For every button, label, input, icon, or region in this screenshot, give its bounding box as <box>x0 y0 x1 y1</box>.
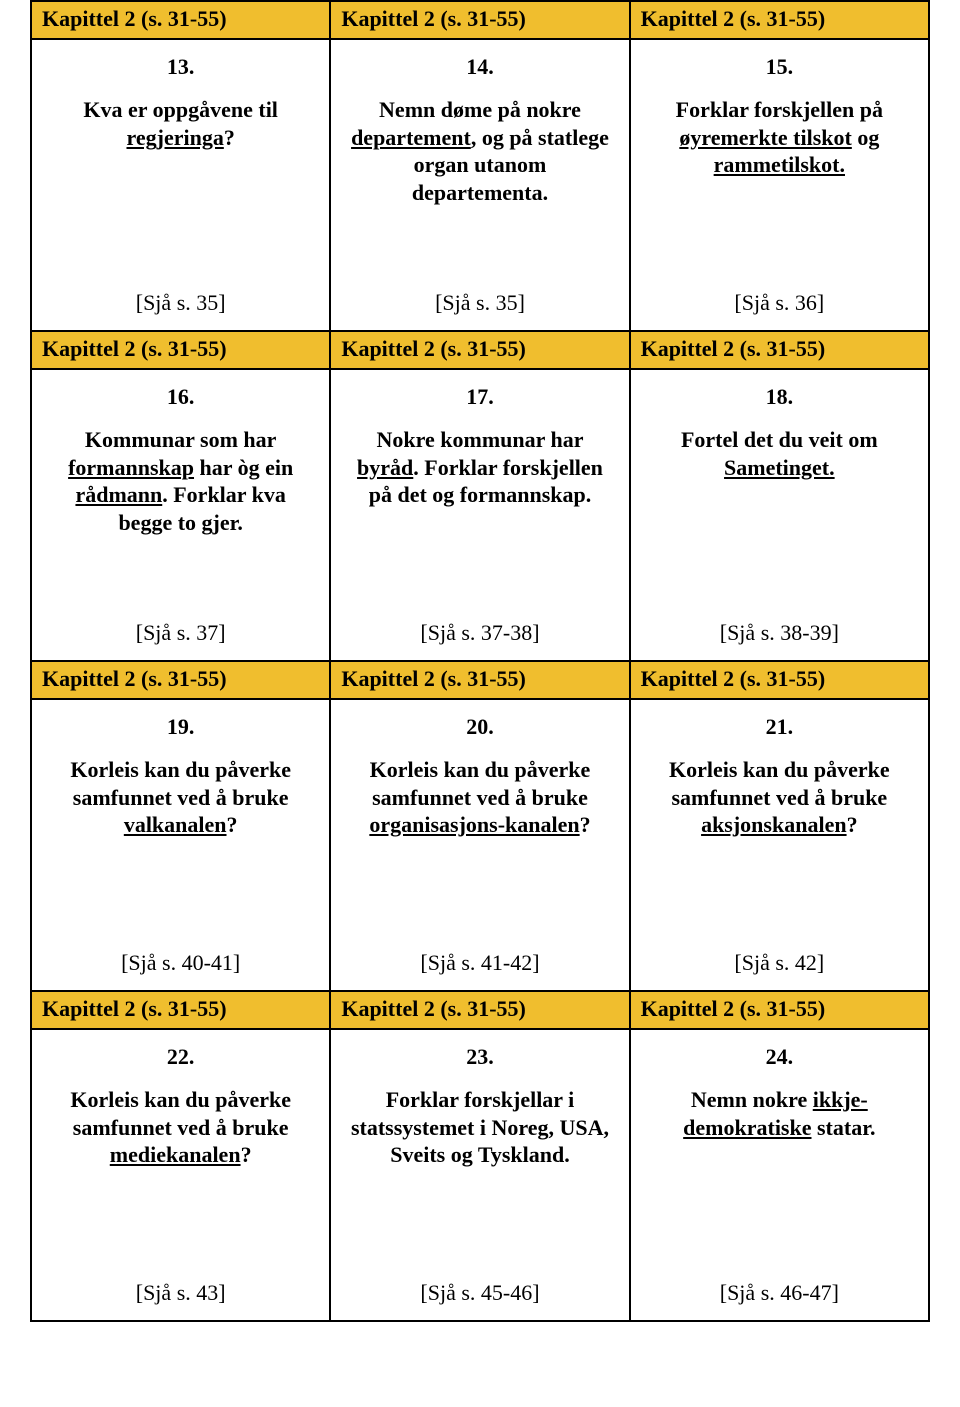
question-segment: formannskap <box>68 455 194 480</box>
chapter-header: Kapittel 2 (s. 31-55) <box>331 662 628 698</box>
question-segment: har òg ein <box>194 455 293 480</box>
card-body: 24. Nemn nokre ikkje-demokratiske statar.… <box>631 1030 928 1320</box>
question-segment: Korleis kan du påverke samfunnet ved å b… <box>70 1087 291 1140</box>
question-segment: Kva er oppgåvene til <box>83 97 278 122</box>
page: Kapittel 2 (s. 31-55)Kapittel 2 (s. 31-5… <box>0 0 960 1322</box>
question-segment: ? <box>241 1142 252 1167</box>
card-grid: Kapittel 2 (s. 31-55)Kapittel 2 (s. 31-5… <box>30 0 930 1322</box>
card-number: 20. <box>349 714 610 740</box>
chapter-header: Kapittel 2 (s. 31-55) <box>32 2 329 38</box>
card-reference: [Sjå s. 41-42] <box>331 950 628 976</box>
question-segment: Nokre kommunar har <box>377 427 584 452</box>
card-body: 23. Forklar forskjellar i statssystemet i… <box>331 1030 628 1320</box>
question-segment: Korleis kan du påverke samfunnet ved å b… <box>669 757 890 810</box>
card-question: Kommunar som har formannskap har òg ein … <box>50 426 311 536</box>
question-segment: Sametinget. <box>724 455 835 480</box>
question-segment: og <box>852 125 880 150</box>
card-body: 15. Forklar forskjellen på øyremerkte til… <box>631 40 928 330</box>
card-question: Nemn nokre ikkje-demokratiske statar. <box>649 1086 910 1141</box>
chapter-header: Kapittel 2 (s. 31-55) <box>32 662 329 698</box>
question-segment: øyremerkte tilskot <box>679 125 852 150</box>
card-question: Forklar forskjellen på øyremerkte tilsko… <box>649 96 910 179</box>
card-number: 17. <box>349 384 610 410</box>
chapter-header: Kapittel 2 (s. 31-55) <box>331 332 628 368</box>
question-segment: mediekanalen <box>110 1142 241 1167</box>
card-number: 22. <box>50 1044 311 1070</box>
question-segment: Fortel det du veit om <box>681 427 878 452</box>
card-reference: [Sjå s. 35] <box>32 290 329 316</box>
card-number: 16. <box>50 384 311 410</box>
question-segment: Kommunar som har <box>85 427 277 452</box>
card-question: Kva er oppgåvene til regjeringa? <box>50 96 311 151</box>
question-segment: byråd <box>357 455 413 480</box>
card-question: Korleis kan du påverke samfunnet ved å b… <box>50 756 311 839</box>
card-body: 14. Nemn døme på nokre departement, og på… <box>331 40 628 330</box>
card-reference: [Sjå s. 38-39] <box>631 620 928 646</box>
question-segment: rådmann <box>75 482 162 507</box>
question-segment: ? <box>847 812 858 837</box>
question-segment: Nemn nokre <box>691 1087 813 1112</box>
card-body: 20. Korleis kan du påverke samfunnet ved … <box>331 700 628 990</box>
question-segment: Forklar forskjellen på <box>676 97 883 122</box>
question-segment: Korleis kan du påverke samfunnet ved å b… <box>370 757 591 810</box>
question-segment: regjeringa <box>126 125 223 150</box>
question-segment: rammetilskot. <box>714 152 845 177</box>
card-number: 14. <box>349 54 610 80</box>
card-reference: [Sjå s. 37] <box>32 620 329 646</box>
card-reference: [Sjå s. 46-47] <box>631 1280 928 1306</box>
chapter-header: Kapittel 2 (s. 31-55) <box>32 992 329 1028</box>
card-question: Korleis kan du påverke samfunnet ved å b… <box>349 756 610 839</box>
card-number: 23. <box>349 1044 610 1070</box>
question-segment: Nemn døme på nokre <box>379 97 581 122</box>
chapter-header: Kapittel 2 (s. 31-55) <box>631 992 928 1028</box>
card-body: 17. Nokre kommunar har byråd. Forklar for… <box>331 370 628 660</box>
chapter-header: Kapittel 2 (s. 31-55) <box>631 332 928 368</box>
card-number: 13. <box>50 54 311 80</box>
chapter-header: Kapittel 2 (s. 31-55) <box>331 992 628 1028</box>
question-segment: ? <box>580 812 591 837</box>
card-body: 13. Kva er oppgåvene til regjeringa? [Sjå … <box>32 40 329 330</box>
question-segment: departement <box>351 125 471 150</box>
card-question: Korleis kan du påverke samfunnet ved å b… <box>649 756 910 839</box>
card-question: Nemn døme på nokre departement, og på st… <box>349 96 610 206</box>
card-reference: [Sjå s. 43] <box>32 1280 329 1306</box>
question-segment: ? <box>224 125 235 150</box>
card-question: Nokre kommunar har byråd. Forklar forskj… <box>349 426 610 509</box>
card-reference: [Sjå s. 42] <box>631 950 928 976</box>
card-reference: [Sjå s. 35] <box>331 290 628 316</box>
card-question: Korleis kan du påverke samfunnet ved å b… <box>50 1086 311 1169</box>
question-segment: ? <box>227 812 238 837</box>
question-segment: Korleis kan du påverke samfunnet ved å b… <box>70 757 291 810</box>
card-body: 19. Korleis kan du påverke samfunnet ved … <box>32 700 329 990</box>
chapter-header: Kapittel 2 (s. 31-55) <box>331 2 628 38</box>
question-segment: valkanalen <box>124 812 227 837</box>
card-number: 24. <box>649 1044 910 1070</box>
question-segment: statar. <box>812 1115 876 1140</box>
chapter-header: Kapittel 2 (s. 31-55) <box>631 2 928 38</box>
card-question: Forklar forskjellar i statssystemet i No… <box>349 1086 610 1169</box>
card-question: Fortel det du veit om Sametinget. <box>649 426 910 481</box>
question-segment: aksjonskanalen <box>701 812 847 837</box>
card-number: 19. <box>50 714 311 740</box>
card-body: 18. Fortel det du veit om Sametinget. [Sjå… <box>631 370 928 660</box>
question-segment: organisasjons-kanalen <box>369 812 579 837</box>
card-number: 15. <box>649 54 910 80</box>
card-reference: [Sjå s. 36] <box>631 290 928 316</box>
card-number: 18. <box>649 384 910 410</box>
card-body: 16. Kommunar som har formannskap har òg e… <box>32 370 329 660</box>
chapter-header: Kapittel 2 (s. 31-55) <box>32 332 329 368</box>
card-reference: [Sjå s. 37-38] <box>331 620 628 646</box>
chapter-header: Kapittel 2 (s. 31-55) <box>631 662 928 698</box>
question-segment: Forklar forskjellar i statssystemet i No… <box>351 1087 609 1167</box>
card-number: 21. <box>649 714 910 740</box>
card-reference: [Sjå s. 40-41] <box>32 950 329 976</box>
card-body: 22. Korleis kan du påverke samfunnet ved … <box>32 1030 329 1320</box>
card-body: 21. Korleis kan du påverke samfunnet ved … <box>631 700 928 990</box>
card-reference: [Sjå s. 45-46] <box>331 1280 628 1306</box>
